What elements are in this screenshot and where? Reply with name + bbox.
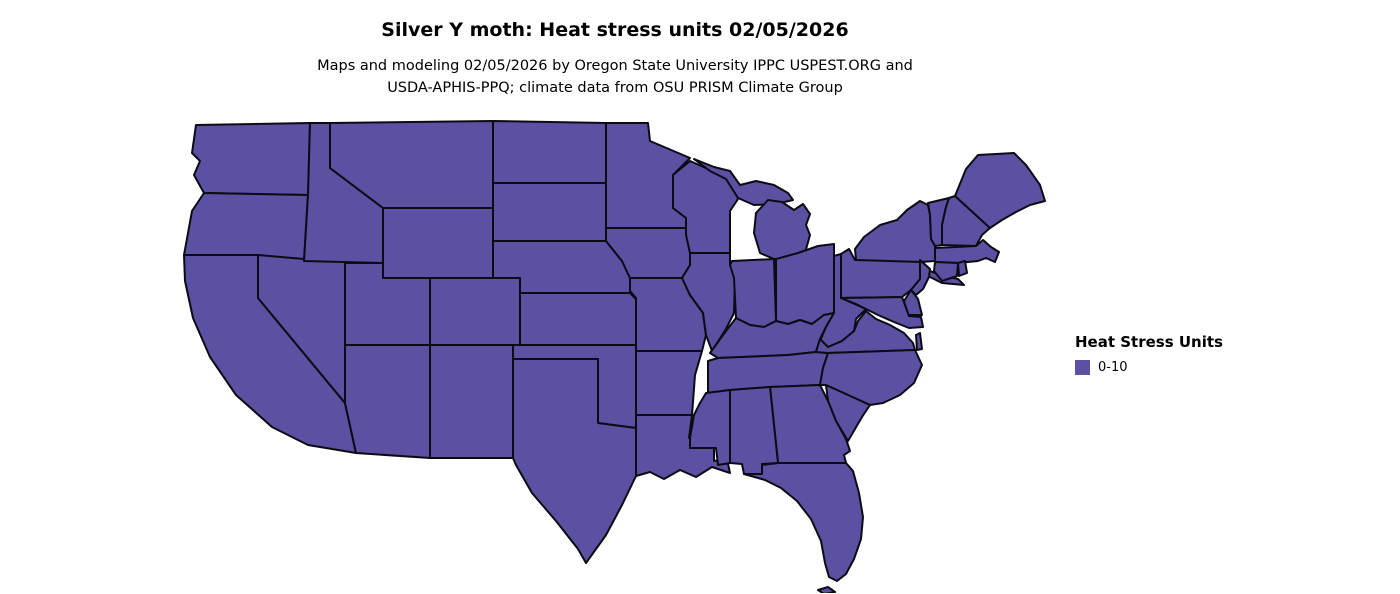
state-connecticut (933, 261, 959, 282)
state-virginia-eastern-shore (915, 332, 923, 351)
state-washington (191, 122, 311, 196)
state-texas (512, 358, 637, 564)
state-new-mexico (429, 344, 514, 459)
state-virginia (815, 310, 916, 354)
legend-item-label: 0-10 (1098, 360, 1128, 375)
legend-item: 0-10 (1075, 360, 1223, 375)
subtitle-line-1: Maps and modeling 02/05/2026 by Oregon S… (317, 58, 913, 74)
state-oregon (183, 192, 309, 262)
state-colorado (429, 277, 521, 346)
state-south-dakota (492, 182, 607, 242)
state-florida-keys (817, 586, 836, 593)
map-title: Silver Y moth: Heat stress units 02/05/2… (381, 19, 849, 41)
state-maine (954, 152, 1046, 229)
state-arkansas (635, 350, 703, 416)
state-north-dakota (492, 120, 607, 184)
state-florida (743, 462, 864, 582)
state-kansas (519, 292, 637, 346)
state-delaware (903, 289, 923, 316)
state-arizona (344, 344, 431, 459)
state-maryland (840, 296, 924, 329)
state-ohio (775, 243, 835, 325)
legend: Heat Stress Units 0-10 (1075, 333, 1223, 375)
state-indiana (729, 258, 777, 328)
subtitle-line-2: USDA-APHIS-PPQ; climate data from OSU PR… (387, 80, 843, 96)
state-michigan-lower-peninsula (753, 199, 811, 260)
state-michigan-upper-peninsula (693, 158, 794, 206)
map-subtitle: Maps and modeling 02/05/2026 by Oregon S… (0, 55, 1230, 99)
state-rhode-island (957, 260, 968, 277)
state-wyoming (382, 207, 494, 279)
state-alabama (729, 386, 779, 475)
state-north-carolina (819, 349, 923, 406)
us-states-map (183, 120, 1046, 593)
legend-swatch (1075, 360, 1090, 375)
state-new-york (854, 200, 936, 263)
legend-title: Heat Stress Units (1075, 333, 1223, 351)
state-new-jersey (910, 259, 931, 296)
states-group (183, 120, 1046, 593)
state-mississippi (689, 389, 731, 466)
